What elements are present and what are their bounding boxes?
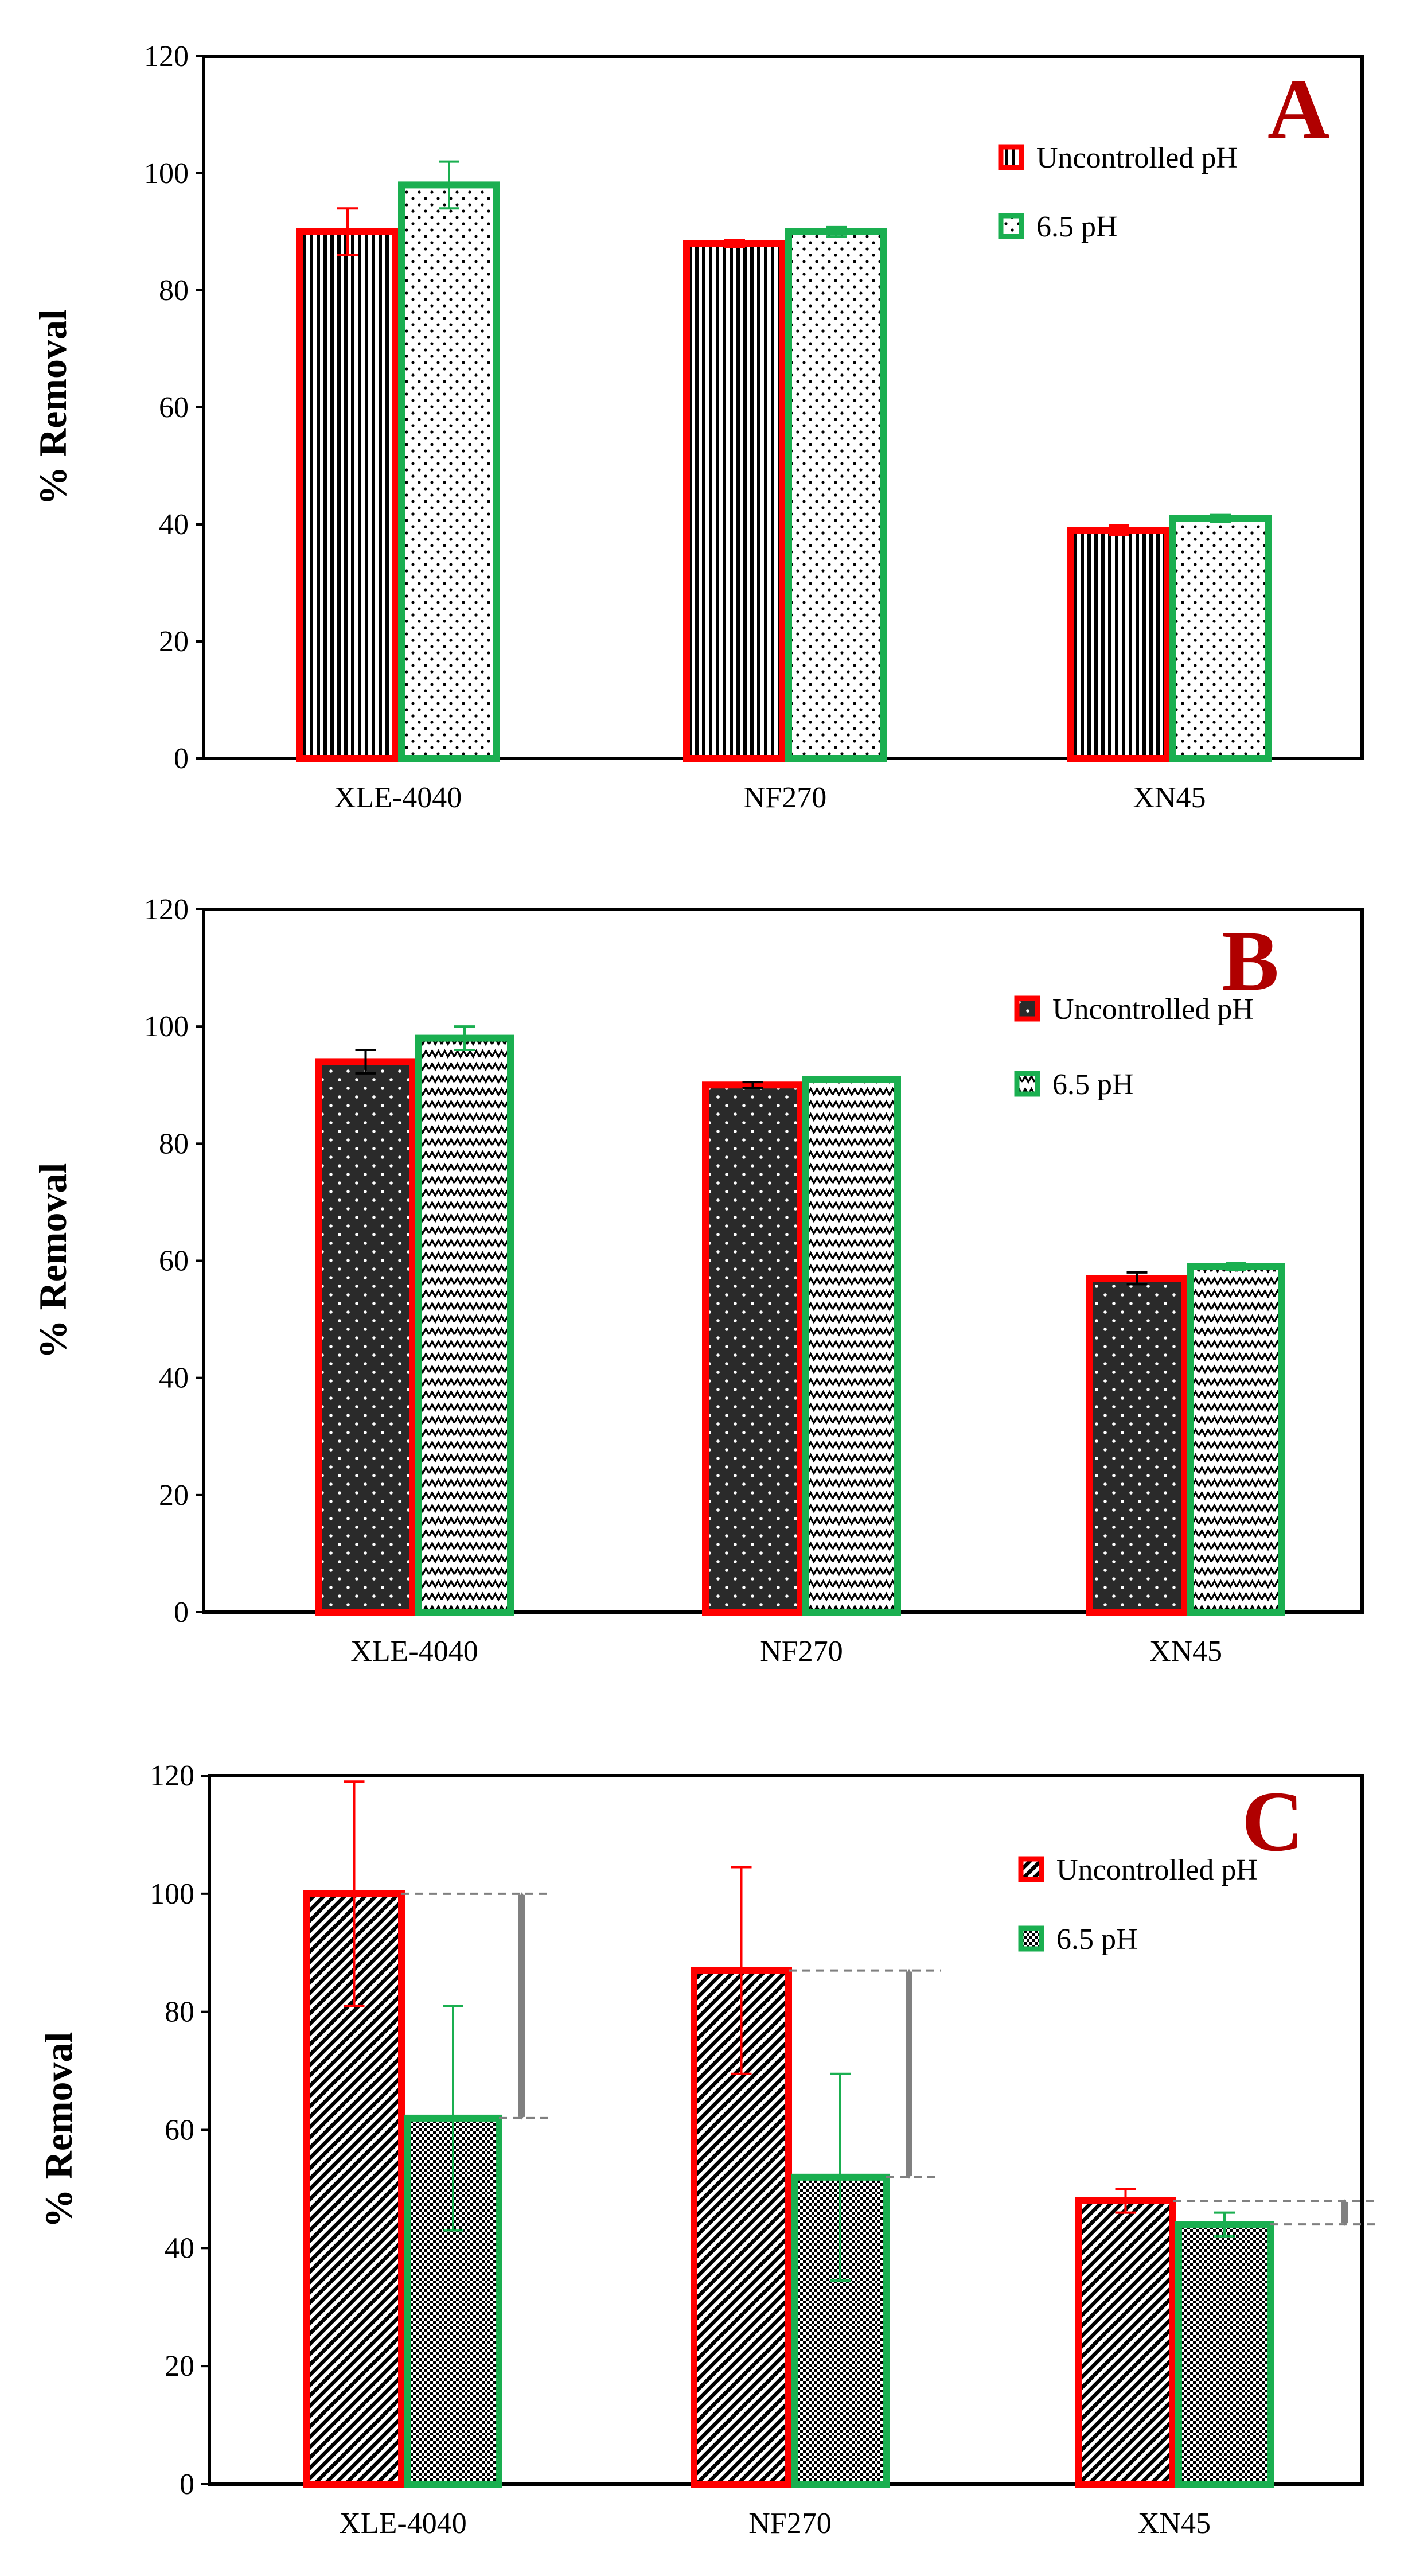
legend-label-uncontrolled-ph: Uncontrolled pH xyxy=(1036,142,1238,174)
panel-letter: C xyxy=(1242,1774,1304,1869)
y-tick-label: 80 xyxy=(159,1127,189,1160)
y-tick-label: 120 xyxy=(144,893,189,926)
legend-label-6-5-ph: 6.5 pH xyxy=(1056,1923,1138,1956)
chart-panel-c: 0 20 40 60 80 100 120 % Removal XLE-4040 NF270 XN4… xyxy=(37,1760,1376,2540)
x-tick-label-nf270: NF270 xyxy=(760,1635,843,1668)
bar-uncontrolled-ph-nf270 xyxy=(702,1081,804,1616)
y-tick-label: 100 xyxy=(150,1878,194,1910)
bar-uncontrolled-ph-xle-4040 xyxy=(296,228,399,762)
bar-6-5-ph-xn45 xyxy=(1187,1263,1285,1616)
legend-swatch-6-5-ph xyxy=(998,213,1024,239)
bar-6-5-ph-xn45 xyxy=(1169,515,1272,762)
legend-swatch-uncontrolled-ph xyxy=(1018,1856,1044,1882)
x-tick-label-nf270: NF270 xyxy=(748,2507,831,2540)
bar-6-5-ph-xn45 xyxy=(1175,2221,1274,2488)
y-tick-label: 80 xyxy=(165,1996,194,2029)
bar-6-5-ph-xle-4040 xyxy=(415,1034,514,1616)
legend-label-uncontrolled-ph: Uncontrolled pH xyxy=(1056,1854,1258,1886)
y-tick-label: 0 xyxy=(174,1596,189,1629)
chart-panel-b: 0 20 40 60 80 100 120 % Removal XLE-4040 NF270 XN4… xyxy=(31,893,1364,1668)
y-axis-label: % Removal xyxy=(31,1163,75,1359)
y-tick-label: 100 xyxy=(144,157,189,190)
bar-uncontrolled-ph-xn45 xyxy=(1067,527,1171,762)
y-tick-label: 40 xyxy=(159,508,189,541)
chart-panel-a: 0 20 40 60 80 100 120 % Removal XLE-4040 NF270 XN4… xyxy=(31,40,1364,814)
bar-uncontrolled-ph-xn45 xyxy=(1086,1275,1188,1616)
legend-label-6-5-ph: 6.5 pH xyxy=(1036,211,1118,243)
legend-swatch-uncontrolled-ph xyxy=(1014,995,1040,1022)
panel-letter: A xyxy=(1267,61,1329,157)
y-tick-label: 80 xyxy=(159,274,189,307)
bar-6-5-ph-nf270 xyxy=(802,1076,901,1616)
panel-letter: B xyxy=(1222,913,1279,1009)
legend-swatch-6-5-ph xyxy=(1018,1925,1044,1952)
x-tick-label-xle-4040: XLE-4040 xyxy=(339,2507,466,2540)
x-tick-label-xn45: XN45 xyxy=(1133,781,1206,814)
legend-label-6-5-ph: 6.5 pH xyxy=(1052,1068,1134,1101)
bar-uncontrolled-ph-xn45 xyxy=(1075,2197,1176,2488)
legend-label-uncontrolled-ph: Uncontrolled pH xyxy=(1052,993,1254,1026)
y-axis-label: % Removal xyxy=(31,309,75,505)
x-tick-label-nf270: NF270 xyxy=(744,781,826,814)
bar-6-5-ph-nf270 xyxy=(785,228,887,762)
y-axis-label: % Removal xyxy=(37,2032,80,2228)
bar-uncontrolled-ph-xle-4040 xyxy=(315,1058,416,1616)
x-tick-label-xle-4040: XLE-4040 xyxy=(350,1635,478,1668)
x-tick-label-xle-4040: XLE-4040 xyxy=(334,781,462,814)
y-tick-label: 120 xyxy=(150,1760,194,1792)
y-tick-label: 20 xyxy=(159,625,189,658)
y-tick-label: 100 xyxy=(144,1010,189,1043)
y-tick-label: 0 xyxy=(174,742,189,775)
y-tick-label: 20 xyxy=(165,2350,194,2383)
legend-swatch-6-5-ph xyxy=(1014,1071,1040,1097)
bar-6-5-ph-xle-4040 xyxy=(398,181,500,762)
y-tick-label: 40 xyxy=(159,1362,189,1395)
y-tick-label: 60 xyxy=(159,391,189,424)
x-tick-label-xn45: XN45 xyxy=(1138,2507,1211,2540)
bar-uncontrolled-ph-nf270 xyxy=(683,240,786,762)
y-tick-label: 40 xyxy=(165,2232,194,2264)
x-tick-label-xn45: XN45 xyxy=(1149,1635,1222,1668)
legend-swatch-uncontrolled-ph xyxy=(998,144,1024,170)
y-tick-label: 0 xyxy=(180,2468,194,2501)
y-tick-label: 120 xyxy=(144,40,189,73)
y-tick-label: 60 xyxy=(159,1245,189,1278)
y-tick-label: 60 xyxy=(165,2114,194,2147)
y-tick-label: 20 xyxy=(159,1479,189,1512)
